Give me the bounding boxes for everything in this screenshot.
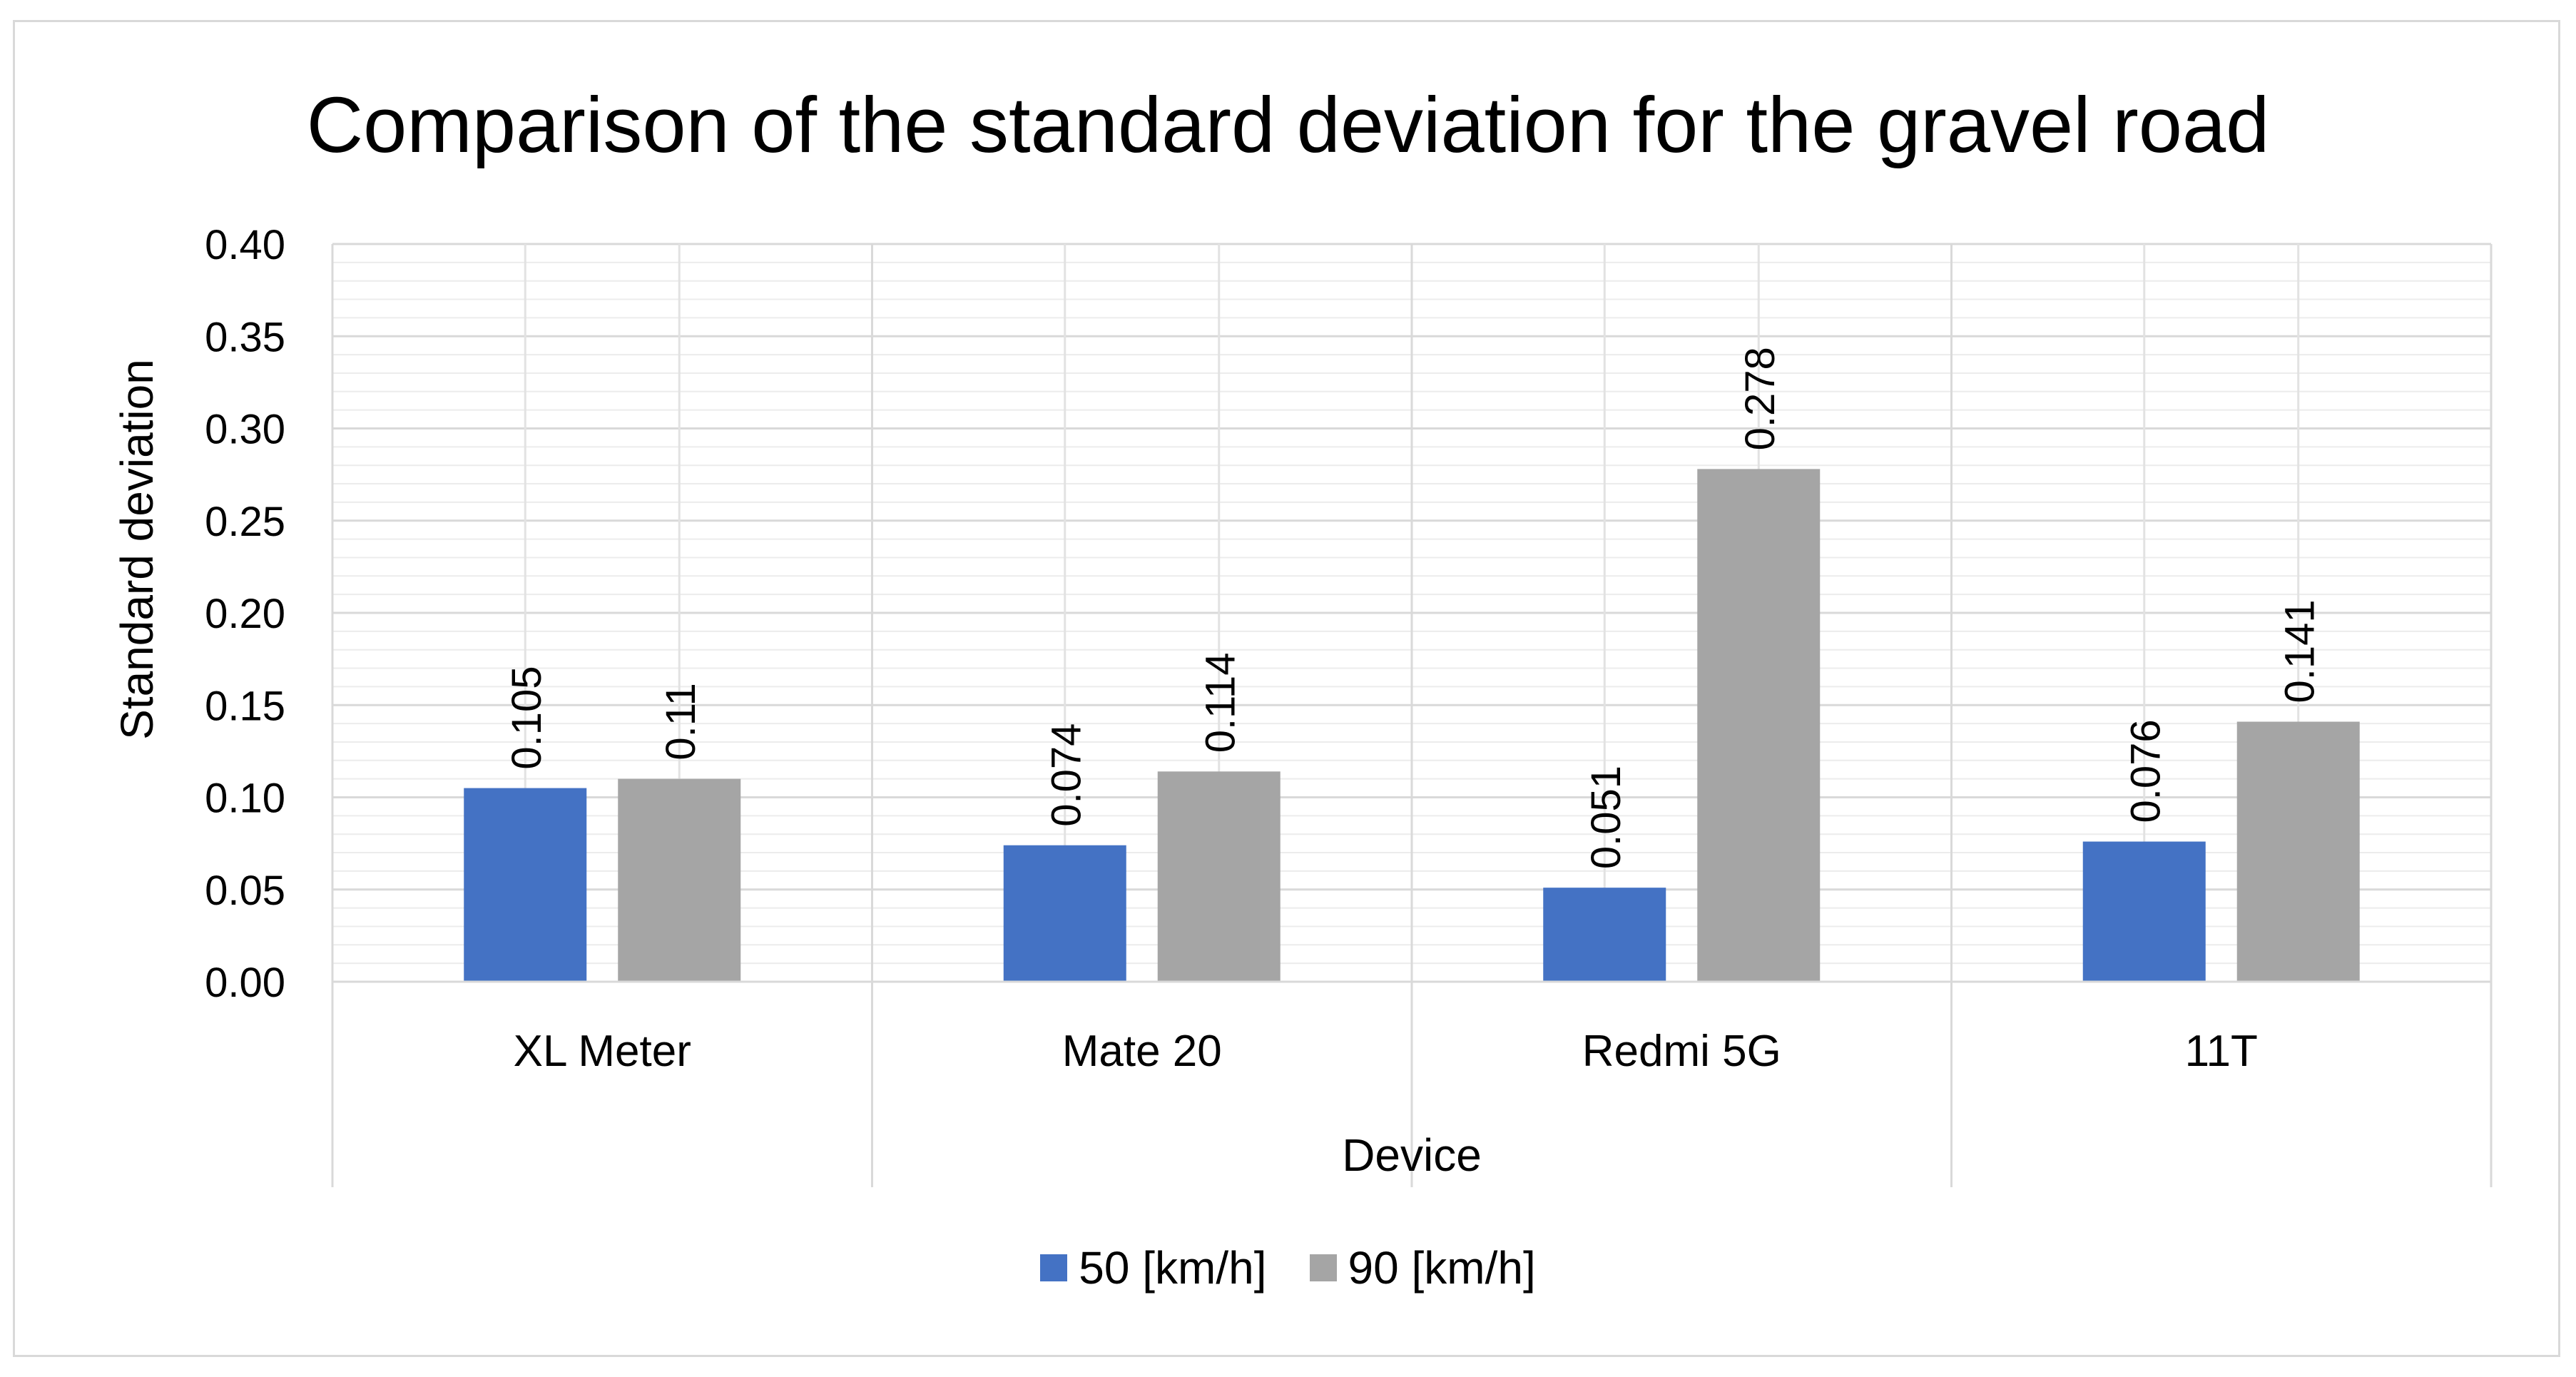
x-axis-label: Device <box>1342 1129 1482 1181</box>
y-tick-label: 0.10 <box>205 776 285 822</box>
y-tick-label: 0.00 <box>205 960 285 1006</box>
y-tick-label: 0.25 <box>205 499 285 545</box>
bar-90-mate-20 <box>1157 771 1281 982</box>
legend-swatch-90 <box>1309 1254 1337 1281</box>
bar-90-xl-meter <box>618 778 741 982</box>
x-tick-label: Mate 20 <box>1062 1027 1222 1076</box>
bar-90-redmi-5g <box>1697 469 1821 982</box>
bar-50-11t <box>2082 841 2206 982</box>
x-tick-label: XL Meter <box>514 1027 691 1076</box>
data-label: 0.278 <box>1737 347 1783 450</box>
legend-label-50: 50 [km/h] <box>1079 1242 1267 1294</box>
legend-label-90: 90 [km/h] <box>1348 1242 1536 1294</box>
y-tick-label: 0.05 <box>205 868 285 914</box>
legend-swatch-50 <box>1040 1254 1068 1281</box>
legend: 50 [km/h] 90 [km/h] <box>0 1241 2576 1294</box>
data-label: 0.114 <box>1198 652 1244 753</box>
y-tick-label: 0.30 <box>205 407 285 453</box>
data-label: 0.076 <box>2123 719 2169 823</box>
data-label: 0.11 <box>658 683 704 761</box>
y-tick-label: 0.40 <box>205 222 285 268</box>
chart-title: Comparison of the standard deviation for… <box>306 81 2270 169</box>
x-tick-label: Redmi 5G <box>1582 1027 1781 1076</box>
legend-item-50: 50 [km/h] <box>1040 1241 1267 1294</box>
data-label: 0.051 <box>1583 766 1629 869</box>
y-tick-label: 0.15 <box>205 683 285 729</box>
bar-50-redmi-5g <box>1543 888 1666 982</box>
y-tick-label: 0.35 <box>205 314 285 360</box>
bar-90-11t <box>2236 721 2360 982</box>
y-tick-label: 0.20 <box>205 591 285 637</box>
x-tick-label: 11T <box>2185 1027 2258 1076</box>
data-label: 0.141 <box>2277 599 2323 703</box>
bar-50-xl-meter <box>464 788 587 982</box>
data-label: 0.105 <box>504 666 550 769</box>
bar-50-mate-20 <box>1003 845 1126 982</box>
data-label: 0.074 <box>1044 723 1090 827</box>
chart-frame <box>13 20 2560 1357</box>
legend-item-90: 90 [km/h] <box>1309 1241 1536 1294</box>
